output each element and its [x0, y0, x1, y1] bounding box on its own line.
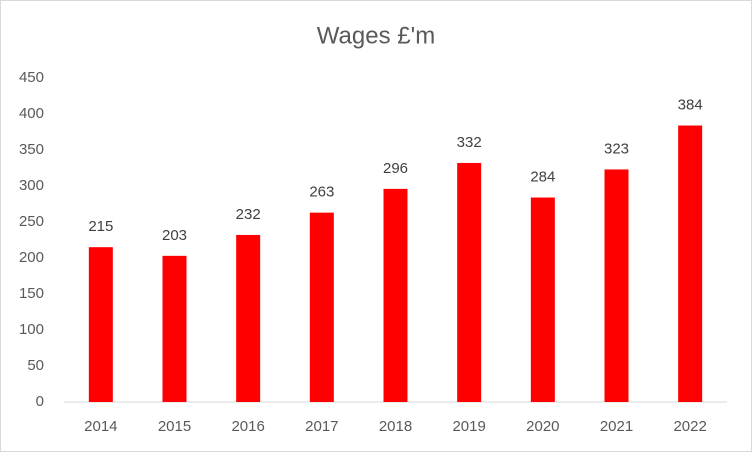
bar	[604, 169, 629, 402]
y-tick-label: 350	[19, 141, 44, 158]
x-tick-label: 2020	[526, 418, 559, 435]
y-tick-label: 450	[19, 69, 44, 86]
bar	[162, 255, 187, 402]
x-tick-label: 2017	[305, 418, 338, 435]
data-label: 215	[88, 218, 113, 235]
y-tick-label: 100	[19, 321, 44, 338]
y-tick-label: 300	[19, 177, 44, 194]
bar	[236, 234, 261, 402]
y-tick-label: 250	[19, 213, 44, 230]
x-tick-label: 2014	[84, 418, 117, 435]
bar	[88, 247, 113, 402]
x-tick-label: 2021	[600, 418, 633, 435]
data-label: 203	[162, 227, 187, 244]
y-tick-label: 150	[19, 285, 44, 302]
data-label: 296	[383, 160, 408, 177]
x-tick-label: 2016	[231, 418, 264, 435]
bar	[457, 162, 482, 402]
y-tick-label: 200	[19, 249, 44, 266]
data-label: 232	[236, 206, 261, 223]
bar	[530, 197, 555, 402]
data-label: 284	[530, 168, 555, 185]
x-tick-label: 2019	[452, 418, 485, 435]
data-label: 332	[457, 134, 482, 151]
x-tick-label: 2022	[673, 418, 706, 435]
x-tick-label: 2018	[379, 418, 412, 435]
chart-title: Wages £'m	[317, 22, 435, 49]
bar	[383, 188, 408, 402]
data-label: 323	[604, 140, 629, 157]
x-tick-label: 2015	[158, 418, 191, 435]
data-label: 263	[309, 184, 334, 201]
data-label: 384	[678, 96, 703, 113]
y-tick-label: 50	[27, 357, 44, 374]
y-tick-label: 0	[36, 393, 44, 410]
bar	[309, 212, 334, 402]
y-tick-label: 400	[19, 105, 44, 122]
bar	[678, 125, 703, 403]
